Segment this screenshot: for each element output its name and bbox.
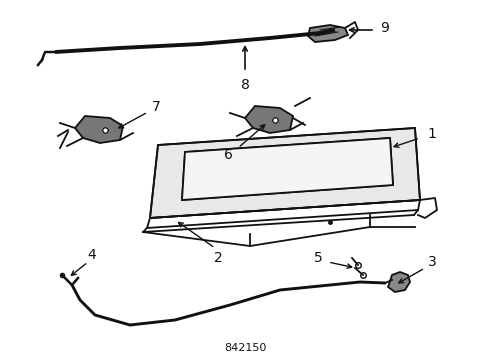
Text: 8: 8 [241, 78, 249, 92]
Text: 2: 2 [214, 251, 222, 265]
Text: 842150: 842150 [224, 343, 266, 353]
Polygon shape [182, 138, 393, 200]
Polygon shape [308, 25, 348, 42]
Polygon shape [388, 272, 410, 292]
Text: 9: 9 [381, 21, 390, 35]
Text: 6: 6 [223, 148, 232, 162]
Text: 1: 1 [428, 127, 437, 141]
Polygon shape [75, 116, 123, 143]
Text: 5: 5 [314, 251, 322, 265]
Text: 3: 3 [428, 255, 437, 269]
Polygon shape [150, 128, 420, 218]
Text: 4: 4 [88, 248, 97, 262]
Text: 7: 7 [151, 100, 160, 114]
Polygon shape [245, 106, 293, 133]
